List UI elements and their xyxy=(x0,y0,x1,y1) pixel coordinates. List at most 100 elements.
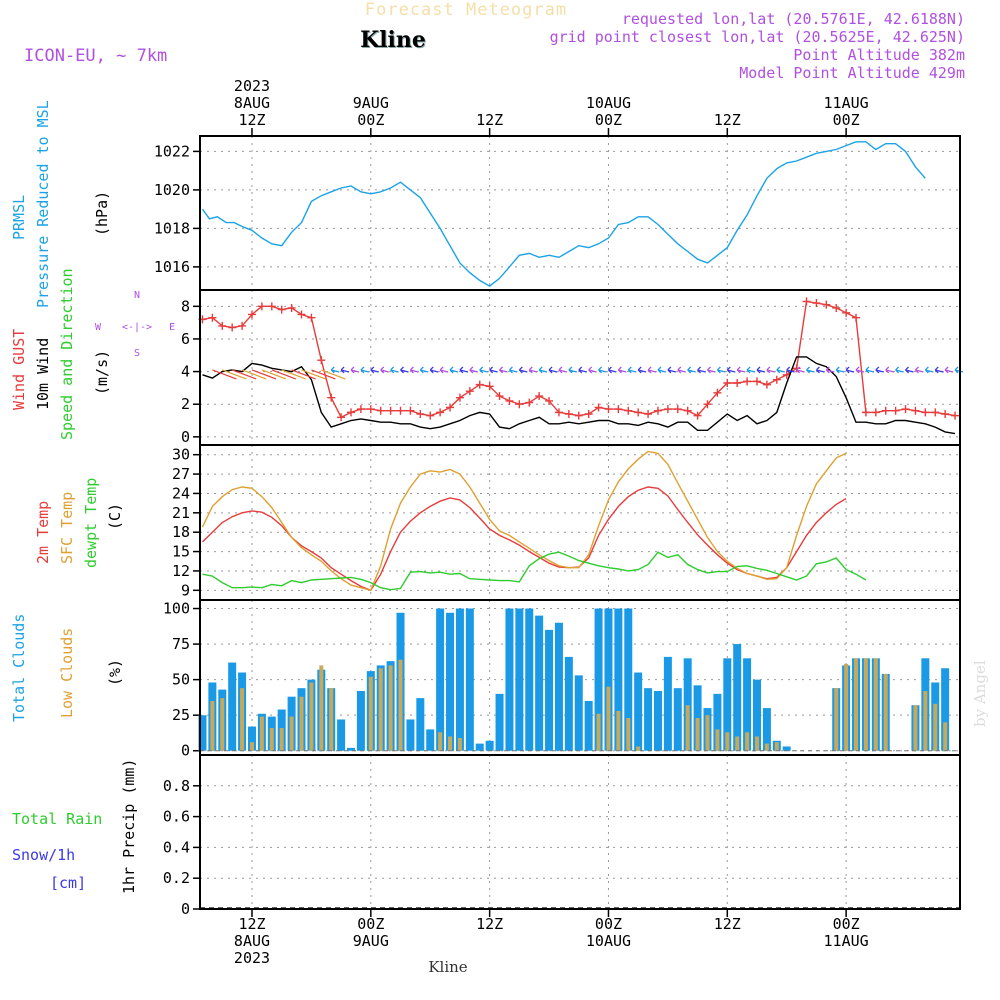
wind-arrow xyxy=(261,369,287,380)
bar-low-clouds xyxy=(745,732,750,751)
wind-compass: N S W E <-|-> xyxy=(95,290,175,359)
gust-marker xyxy=(277,305,286,314)
wind-arrow xyxy=(340,366,350,374)
gust-marker xyxy=(337,413,346,422)
panel-wind: 0 2 4 6 8 xyxy=(181,290,964,446)
bar-low-clouds xyxy=(943,722,948,751)
wind-arrow xyxy=(905,366,914,374)
bar-low-clouds xyxy=(923,691,928,751)
clouds-label-low: Low Clouds xyxy=(58,628,76,718)
wind-arrow xyxy=(291,369,316,380)
wind-arrow xyxy=(469,366,478,374)
wind-arrow xyxy=(687,366,696,374)
footer-location: Kline xyxy=(428,958,467,976)
gust-marker xyxy=(396,406,405,415)
bar-low-clouds xyxy=(606,686,611,751)
series-line-wind-0 xyxy=(202,300,956,419)
wind-labels: Wind GUST 10m Wind Speed and Direction (… xyxy=(10,268,175,440)
bar-low-clouds xyxy=(299,696,304,751)
bar-low-clouds xyxy=(388,665,393,751)
gust-marker xyxy=(455,393,464,402)
bar-low-clouds xyxy=(457,737,462,751)
wind-arrow xyxy=(736,366,746,374)
wind-arrow xyxy=(558,366,568,374)
wind-arrow xyxy=(608,366,617,374)
bottom-time-label: 11AUG xyxy=(824,932,869,950)
bar-low-clouds xyxy=(616,710,621,751)
bar-total-clouds xyxy=(525,608,534,751)
ytick-label: 1022 xyxy=(154,142,190,160)
gust-marker xyxy=(356,405,365,414)
wind-arrow xyxy=(212,369,237,380)
wind-direction-arrows xyxy=(212,366,964,380)
wind-arrow xyxy=(825,366,835,374)
top-time-label: 12Z xyxy=(238,111,265,129)
bar-low-clouds xyxy=(883,673,888,751)
ytick-label: 0 xyxy=(181,900,190,918)
gust-marker xyxy=(812,299,821,308)
gust-marker xyxy=(574,411,583,420)
bar-low-clouds xyxy=(863,658,868,751)
precip-label-total-text: Total Rain xyxy=(12,810,102,828)
gust-marker xyxy=(366,405,375,414)
gust-marker xyxy=(426,411,435,420)
bar-low-clouds xyxy=(715,729,720,751)
bar-total-clouds xyxy=(535,615,544,751)
bottom-time-label: 12Z xyxy=(238,915,265,933)
gust-marker xyxy=(733,379,742,387)
wind-arrow xyxy=(657,366,667,374)
wind-arrow xyxy=(756,366,766,374)
wind-arrow xyxy=(538,366,548,374)
bar-low-clouds xyxy=(249,742,254,751)
gust-marker xyxy=(218,321,227,330)
wind-arrow xyxy=(409,366,419,374)
wind-arrow xyxy=(588,366,597,374)
ytick-label: 18 xyxy=(172,523,190,541)
gust-marker xyxy=(703,400,712,409)
precip-unit: 1hr Precip (mm) xyxy=(120,759,138,894)
bar-low-clouds xyxy=(636,746,641,751)
bar-low-clouds xyxy=(319,665,324,751)
requested-coords: requested lon,lat (20.5761E, 42.6188N) xyxy=(622,10,965,28)
bottom-time-label: 00Z xyxy=(357,915,384,933)
wind-arrow xyxy=(231,369,257,380)
gust-marker xyxy=(683,406,692,415)
gust-marker xyxy=(376,406,385,415)
wind-arrow xyxy=(934,366,944,374)
bar-total-clouds xyxy=(475,743,484,751)
gust-marker xyxy=(416,410,425,418)
bar-low-clouds xyxy=(368,676,373,751)
gust-marker xyxy=(762,380,771,389)
bar-low-clouds xyxy=(913,705,918,751)
bar-total-clouds xyxy=(416,698,425,751)
ytick-label: 2 xyxy=(181,395,190,413)
wind-label-gust: Wind GUST xyxy=(10,329,28,410)
gust-marker xyxy=(297,310,306,319)
bar-low-clouds xyxy=(378,668,383,751)
gust-marker xyxy=(505,396,514,405)
compass-arrows: <-|-> xyxy=(122,322,152,333)
bar-low-clouds xyxy=(279,727,284,751)
wind-arrow xyxy=(429,366,439,374)
bar-total-clouds xyxy=(733,644,742,751)
series-line-wind-1 xyxy=(202,356,956,435)
ytick-label: 0 xyxy=(181,742,190,760)
watermark: by Angel xyxy=(971,660,989,727)
gust-marker xyxy=(554,408,563,417)
bar-low-clouds xyxy=(834,688,839,751)
bar-total-clouds xyxy=(574,675,583,751)
bar-total-clouds xyxy=(604,608,613,751)
bar-low-clouds xyxy=(329,688,334,751)
temp-unit: (C) xyxy=(106,503,124,530)
model-point-altitude: Model Point Altitude 429m xyxy=(739,64,965,82)
gust-marker xyxy=(485,382,494,391)
ytick-label: 27 xyxy=(172,465,190,483)
gust-marker xyxy=(564,410,573,418)
ytick-label: 6 xyxy=(181,330,190,348)
gust-marker xyxy=(317,356,326,365)
compass-e: E xyxy=(169,322,175,333)
wind-arrow xyxy=(875,366,884,374)
top-time-label: 00Z xyxy=(357,111,384,129)
wind-arrow xyxy=(707,366,716,374)
